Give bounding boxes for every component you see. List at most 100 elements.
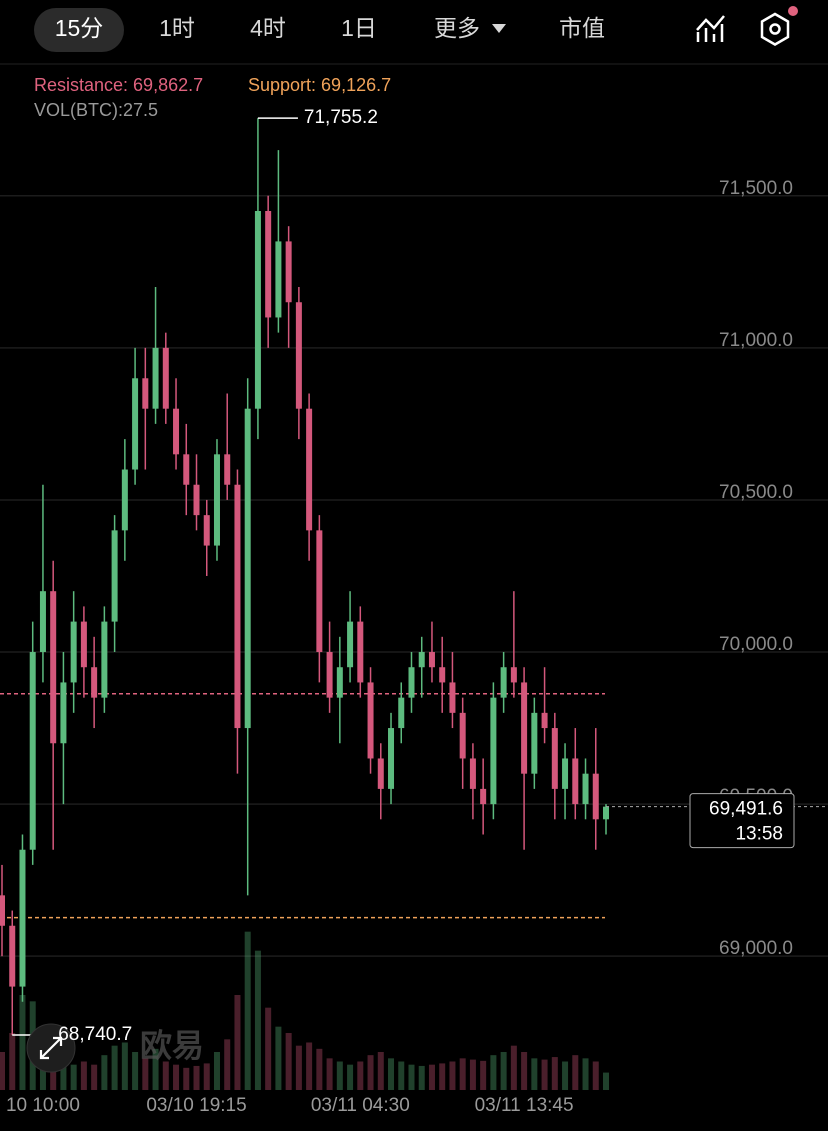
volume-bar [111, 1045, 118, 1090]
volume-bar [510, 1045, 517, 1090]
volume-bar [265, 1007, 272, 1090]
candle-body [173, 408, 180, 455]
x-tick-label: 10 10:00 [6, 1095, 80, 1116]
tab[interactable]: 1时 [159, 15, 195, 41]
candle-body [603, 806, 609, 820]
volume-bar [173, 1064, 180, 1090]
y-tick-label: 70,500.0 [719, 482, 793, 503]
volume-bar [603, 1072, 609, 1090]
candle-body [183, 454, 190, 485]
low-label: 68,740.7 [58, 1024, 132, 1045]
volume-bar [551, 1057, 558, 1090]
candle-body [19, 849, 26, 987]
candle-body [510, 667, 517, 683]
candle-body [572, 758, 579, 805]
volume-bar [367, 1055, 374, 1090]
tab[interactable]: 1日 [341, 15, 377, 41]
candle-body [582, 773, 589, 805]
candle-body [193, 484, 200, 516]
candle-body [254, 210, 261, 409]
volume-bar [490, 1055, 497, 1090]
volume-bar [459, 1058, 466, 1090]
candle-body [449, 682, 456, 713]
candle-body [9, 925, 16, 987]
volume-bar [152, 1048, 159, 1090]
y-tick-label: 70,000.0 [719, 634, 793, 655]
resistance-text: Resistance: 69,862.7 [34, 75, 203, 95]
volume-bar [408, 1064, 415, 1090]
candle-body [347, 621, 354, 668]
volume-bar [101, 1055, 108, 1090]
volume-bar [234, 995, 241, 1090]
y-tick-label: 71,500.0 [719, 178, 793, 199]
candle-body [418, 652, 425, 668]
volume-bar [480, 1060, 487, 1090]
active-tab-bg [34, 8, 124, 52]
volume-bar [295, 1045, 302, 1090]
candle-body [316, 530, 323, 653]
volume-bar [521, 1052, 528, 1090]
tab[interactable]: 市值 [559, 15, 605, 41]
candle-body [357, 621, 364, 683]
dropdown-arrow[interactable] [492, 24, 506, 33]
tab[interactable]: 15分 [55, 15, 104, 41]
candle-body [408, 667, 415, 698]
candle-body [111, 530, 118, 622]
x-tick-label: 03/10 19:15 [146, 1095, 246, 1116]
candle-body [285, 241, 292, 303]
volume-bar [469, 1059, 476, 1090]
volume-bar [244, 931, 251, 1090]
tab[interactable]: 4时 [250, 15, 286, 41]
volume-bar [9, 1033, 16, 1090]
last-price-box [689, 793, 795, 849]
candle-body [203, 515, 210, 546]
candle-body [142, 378, 149, 409]
volume-bar [428, 1064, 435, 1090]
last-price-label: 69,491.6 [709, 799, 783, 820]
tab[interactable]: 更多 [434, 15, 480, 41]
candle-body [377, 758, 384, 789]
x-tick-label: 03/11 04:30 [311, 1095, 410, 1116]
candle-body [29, 652, 36, 850]
candle-body [152, 347, 159, 409]
volume-bar [336, 1061, 343, 1090]
candle-body [562, 758, 569, 789]
candle-body [336, 667, 343, 698]
volume-bar [388, 1058, 395, 1090]
settings-icon[interactable] [760, 6, 798, 46]
volume-bar [500, 1052, 507, 1090]
candle-body [275, 241, 282, 318]
volume-bar [132, 1052, 139, 1090]
countdown: 13:58 [735, 824, 783, 845]
candle-body [531, 712, 538, 774]
candle-body [490, 697, 497, 805]
volume-bar [254, 950, 261, 1090]
candle-body [439, 667, 446, 683]
volume-bar [592, 1061, 599, 1090]
volume-bar [193, 1065, 200, 1090]
candle-body [213, 454, 220, 546]
candle-body [480, 788, 487, 805]
volume-bar [275, 1026, 282, 1090]
volume-bar [357, 1061, 364, 1090]
candle-body [91, 667, 98, 698]
volume-bar [142, 1058, 149, 1090]
expand-icon[interactable] [39, 1036, 63, 1060]
volume-bar [306, 1042, 313, 1090]
candle-body [50, 591, 57, 744]
candle-body [459, 712, 466, 759]
watermark: 欧易 [140, 1027, 204, 1063]
volume-bar [347, 1064, 354, 1090]
volume-bar [377, 1052, 384, 1090]
candle-body [234, 484, 241, 729]
indicator-icon[interactable] [696, 15, 725, 42]
volume-bar [224, 1039, 231, 1090]
candle-body [500, 667, 507, 698]
volume-bar [203, 1063, 210, 1090]
volume-bar [60, 1058, 67, 1090]
candle-body [592, 773, 599, 820]
volume-bar [162, 1061, 169, 1090]
candle-body [295, 302, 302, 409]
